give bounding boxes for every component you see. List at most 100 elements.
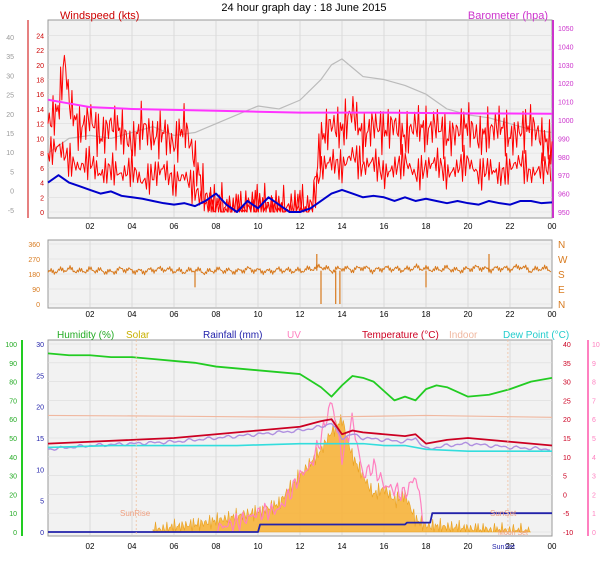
label-dewpoint: Dew Point (°C) — [503, 330, 569, 341]
label-uv: UV — [287, 330, 301, 341]
panel-2-hour-tick: 08 — [212, 310, 221, 319]
series-indoor — [47, 414, 553, 418]
rain-tick: 20 — [36, 405, 44, 412]
panel-1-hour-tick: 06 — [170, 222, 179, 231]
uv-tick: 3 — [592, 474, 596, 481]
label-solar: Solar — [126, 330, 150, 341]
baro-tick: 1050 — [558, 26, 574, 33]
baro-tick: 950 — [558, 210, 570, 217]
humidity-tick: 50 — [9, 436, 17, 443]
humidity-tick: 40 — [9, 455, 17, 462]
label-temperature: Temperature (°C) — [362, 330, 439, 341]
panel-2-hour-tick: 20 — [464, 310, 473, 319]
temp-tick: 25 — [563, 398, 571, 405]
wind-outer-tick: 25 — [6, 93, 14, 100]
panel-3-hour-tick: 14 — [338, 542, 347, 551]
humidity-tick: 80 — [9, 380, 17, 387]
humidity-tick: 10 — [9, 511, 17, 518]
dir-tick: 360 — [28, 242, 40, 249]
panel-1-hour-tick: 08 — [212, 222, 221, 231]
annotation-sunrise: SunRise — [120, 509, 151, 518]
panel-2-hour-tick: 02 — [86, 310, 95, 319]
wind-outer-tick: 40 — [6, 35, 14, 42]
panel-2-hour-tick: 14 — [338, 310, 347, 319]
panel-1-hour-tick: 18 — [422, 222, 431, 231]
panel-3-hour-tick: 12 — [296, 542, 305, 551]
dir-compass-tick: S — [558, 270, 565, 281]
rain-tick: 0 — [40, 530, 44, 537]
wind-outer-tick: 5 — [10, 169, 14, 176]
baro-tick: 1000 — [558, 118, 574, 125]
series-apparent-temp — [47, 422, 550, 451]
panel-1-hour-tick: 04 — [128, 222, 137, 231]
humidity-tick: 70 — [9, 398, 17, 405]
uv-tick: 0 — [592, 530, 596, 537]
series-humidity — [47, 352, 553, 402]
uv-tick: 5 — [592, 436, 596, 443]
baro-tick: 980 — [558, 155, 570, 162]
panel-2-hour-tick: 18 — [422, 310, 431, 319]
dir-tick: 180 — [28, 272, 40, 279]
uv-tick: 1 — [592, 511, 596, 518]
baro-tick: 970 — [558, 173, 570, 180]
annotation-sunset-1: SunSet — [490, 509, 517, 518]
temp-tick: 0 — [563, 492, 567, 499]
baro-tick: 1040 — [558, 44, 574, 51]
humidity-tick: 90 — [9, 361, 17, 368]
humidity-tick: 100 — [5, 342, 17, 349]
temp-tick: -10 — [563, 530, 573, 537]
wind-inner-tick: 2 — [40, 195, 44, 202]
panel-3-hour-tick: 04 — [128, 542, 137, 551]
baro-tick: 1010 — [558, 100, 574, 107]
panel-1-hour-tick: 12 — [296, 222, 305, 231]
dir-tick: 270 — [28, 257, 40, 264]
wind-outer-tick: 15 — [6, 131, 14, 138]
label-humidity: Humidity (%) — [57, 330, 114, 341]
wind-outer-tick: -5 — [8, 208, 14, 215]
rain-tick: 25 — [36, 373, 44, 380]
panel-2-hour-tick: 00 — [548, 310, 557, 319]
panel-1-hour-tick: 10 — [254, 222, 263, 231]
wind-outer-tick: 35 — [6, 54, 14, 61]
series-wind-average — [47, 174, 553, 213]
series-uv — [216, 402, 427, 533]
panel-3-hour-tick: 06 — [170, 542, 179, 551]
panel-2-hour-tick: 06 — [170, 310, 179, 319]
wind-inner-tick: 16 — [36, 92, 44, 99]
wind-outer-tick: 20 — [6, 112, 14, 119]
wind-inner-tick: 18 — [36, 78, 44, 85]
panel-2-hour-tick: 16 — [380, 310, 389, 319]
wind-outer-tick: 10 — [6, 150, 14, 157]
dir-tick: 0 — [36, 302, 40, 309]
annotation-moonset: Moon Set — [498, 530, 528, 537]
wind-inner-tick: 12 — [36, 122, 44, 129]
panel-3-hour-tick: 00 — [548, 542, 557, 551]
uv-tick: 4 — [592, 455, 596, 462]
wind-inner-tick: 22 — [36, 48, 44, 55]
uv-tick: 7 — [592, 398, 596, 405]
temp-tick: 20 — [563, 417, 571, 424]
temp-tick: 10 — [563, 455, 571, 462]
panel-3-hour-tick: 08 — [212, 542, 221, 551]
wind-inner-tick: 10 — [36, 136, 44, 143]
uv-tick: 2 — [592, 492, 596, 499]
panel-2-hour-tick: 22 — [506, 310, 515, 319]
panel-1-hour-tick: 16 — [380, 222, 389, 231]
wind-outer-tick: 30 — [6, 73, 14, 80]
panel-3-hour-tick: 18 — [422, 542, 431, 551]
panel-2-hour-tick: 04 — [128, 310, 137, 319]
wind-inner-tick: 24 — [36, 33, 44, 40]
uv-tick: 8 — [592, 380, 596, 387]
series-temperature — [47, 418, 553, 447]
temp-tick: -5 — [563, 511, 569, 518]
panel-3-hour-tick: 02 — [86, 542, 95, 551]
dir-tick: 90 — [32, 287, 40, 294]
wind-inner-tick: 14 — [36, 107, 44, 114]
panel-1-hour-tick: 14 — [338, 222, 347, 231]
temp-tick: 15 — [563, 436, 571, 443]
panel-1-hour-tick: 22 — [506, 222, 515, 231]
baro-axis-title: Barometer (hpa) — [468, 10, 548, 22]
wind-inner-tick: 20 — [36, 63, 44, 70]
panel-1-hour-tick: 20 — [464, 222, 473, 231]
